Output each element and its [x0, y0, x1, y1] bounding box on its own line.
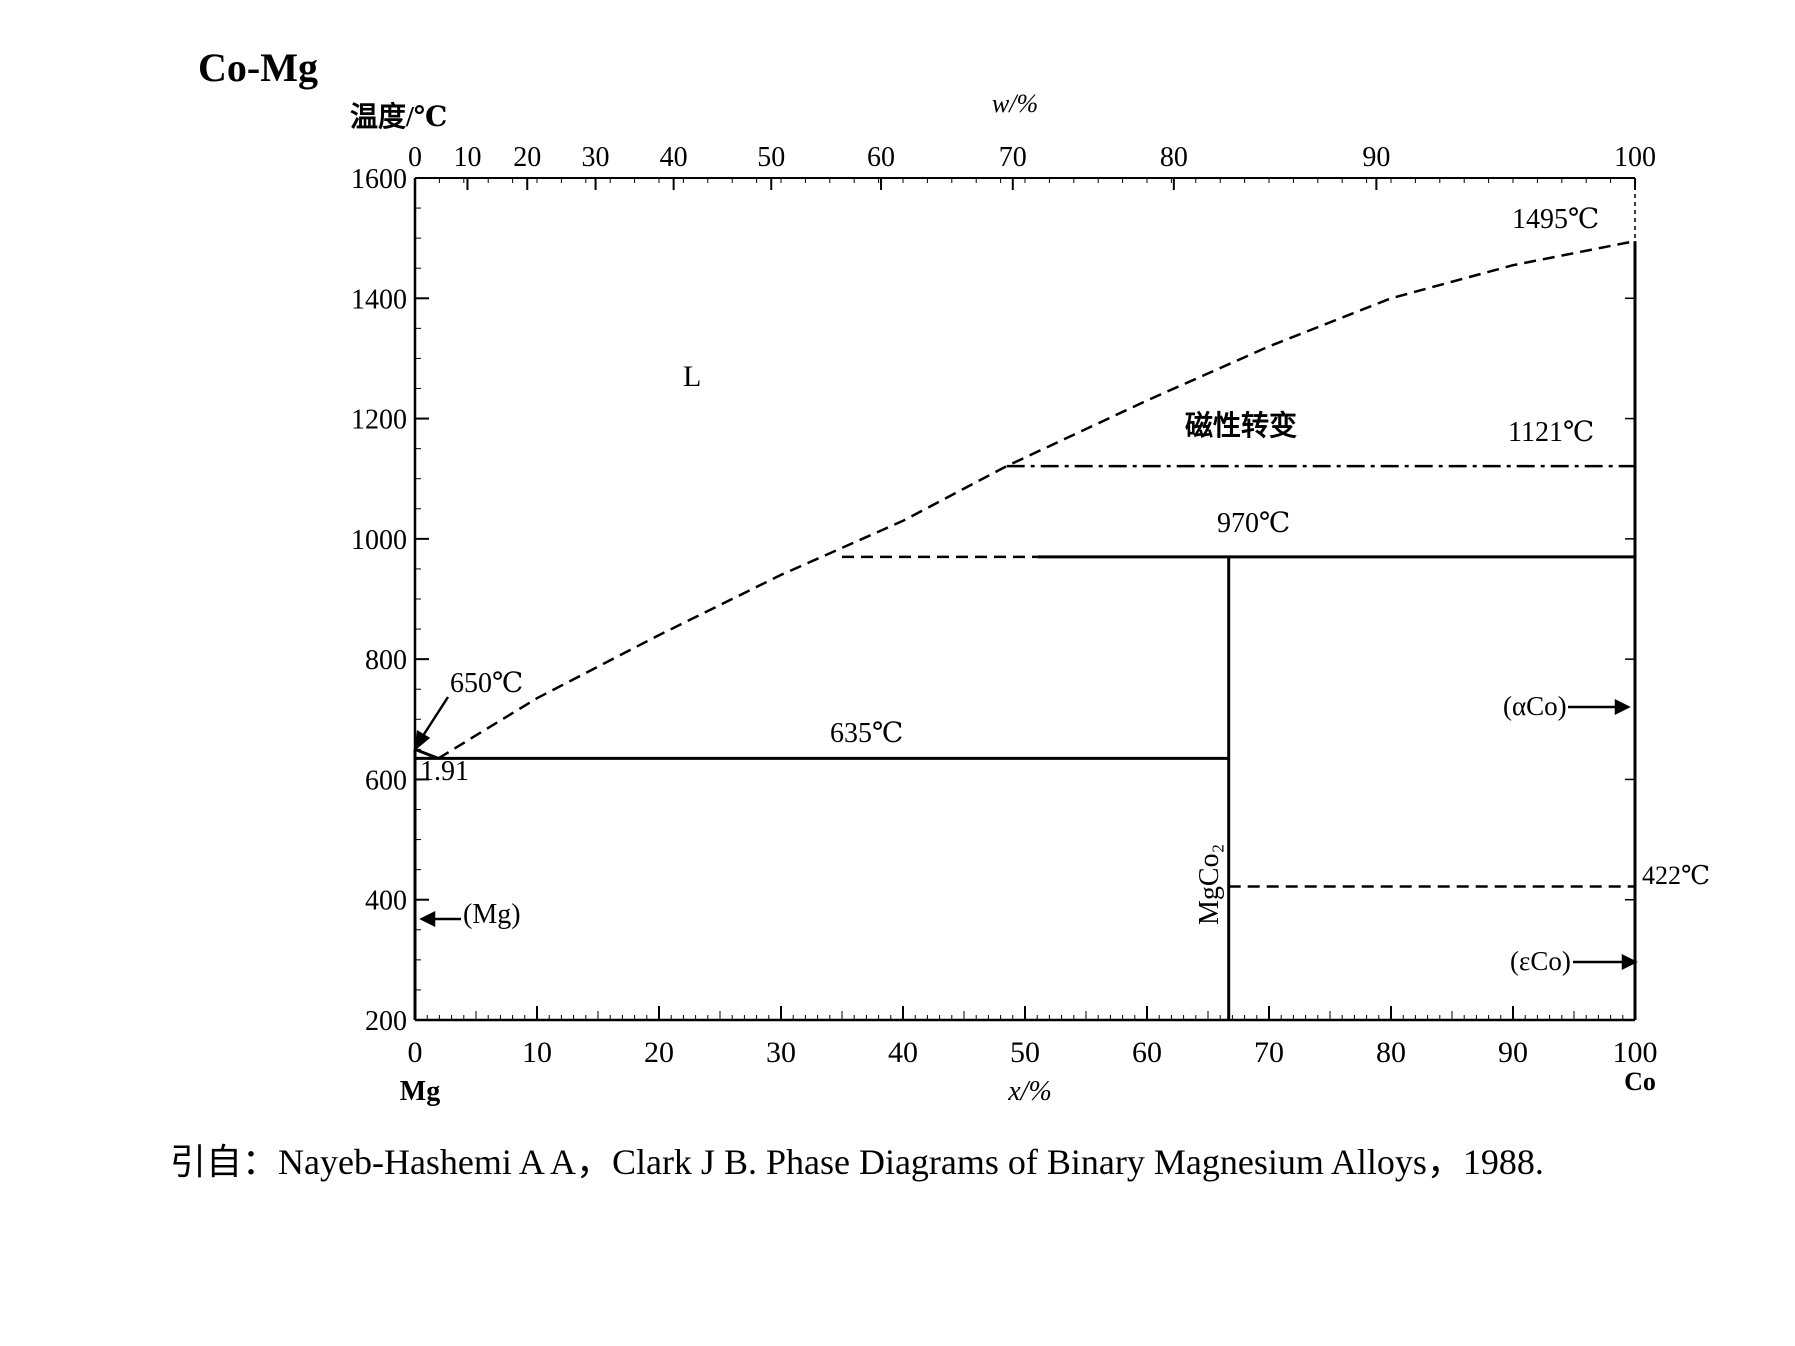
phase-line-liquidus [437, 239, 1636, 760]
mg-phase-label: (Mg) [463, 899, 521, 930]
epsilon-co-label: (εCo) [1510, 946, 1571, 976]
label-635: 635℃ [830, 718, 903, 749]
x-tick-label: 100 [1613, 1036, 1658, 1069]
x-tick-label: 20 [644, 1036, 674, 1069]
co-end-label: Co [1624, 1067, 1656, 1096]
top-tick-label: 100 [1614, 142, 1656, 173]
top-tick-label: 0 [408, 142, 422, 173]
x-tick-label: 40 [888, 1036, 918, 1069]
top-tick-label: 80 [1160, 142, 1188, 173]
top-axis-label: w/% [992, 89, 1038, 118]
x-tick-label: 10 [522, 1036, 552, 1069]
label-650: 650℃ [450, 668, 523, 699]
x-tick-label: 30 [766, 1036, 796, 1069]
x-tick-label: 0 [408, 1036, 423, 1069]
top-tick-label: 60 [867, 142, 895, 173]
y-tick-label: 1600 [351, 164, 407, 195]
x-axis-label: x/% [1007, 1076, 1052, 1107]
label-1495: 1495℃ [1512, 204, 1599, 235]
annotation-arrows [414, 696, 1638, 971]
y-tick-label: 400 [365, 886, 407, 917]
phase-lines [413, 239, 1637, 1020]
y-tick-label: 200 [365, 1006, 407, 1037]
y-tick-label: 1400 [351, 284, 407, 315]
label-1-91: 1.91 [420, 756, 469, 787]
y-tick-label: 800 [365, 645, 407, 676]
x-tick-label: 80 [1376, 1036, 1406, 1069]
top-tick-label: 40 [660, 142, 688, 173]
x-tick-label: 90 [1498, 1036, 1528, 1069]
plot-frame [413, 177, 1636, 1022]
label-1121: 1121℃ [1508, 417, 1594, 448]
top-tick-label: 70 [999, 142, 1027, 173]
y-tick-label: 1000 [351, 525, 407, 556]
arrowhead-alpha-co [1614, 698, 1631, 716]
magnetic-transition-label: 磁性转变 [1185, 409, 1297, 442]
system-title: Co-Mg [198, 45, 318, 90]
axis-ticks: 0 10 20 30 40 50 60 70 80 90 100200400600800100012… [351, 142, 1658, 1069]
mgco2-label: MgCo₂ [1194, 844, 1225, 925]
label-422: 422℃ [1642, 861, 1710, 890]
liquid-phase-label: L [683, 360, 701, 393]
arrowhead-epsilon-co [1621, 953, 1638, 971]
x-tick-label: 60 [1132, 1036, 1162, 1069]
citation: 引自：Nayeb-Hashemi A A，Clark J B. Phase Di… [170, 1142, 1544, 1182]
y-tick-label: 600 [365, 765, 407, 796]
top-tick-label: 90 [1362, 142, 1390, 173]
x-tick-label: 70 [1254, 1036, 1284, 1069]
top-tick-label: 20 [513, 142, 541, 173]
arrowhead-650 [414, 729, 431, 751]
label-970: 970℃ [1217, 508, 1290, 539]
mg-end-label: Mg [400, 1076, 440, 1107]
top-tick-label: 10 [453, 142, 481, 173]
y-tick-label: 1200 [351, 405, 407, 436]
alpha-co-label: (αCo) [1503, 691, 1567, 721]
y-axis-label: 温度/℃ [350, 101, 447, 133]
arrowhead-mg [419, 910, 436, 928]
top-tick-label: 50 [757, 142, 785, 173]
x-tick-label: 50 [1010, 1036, 1040, 1069]
top-tick-label: 30 [582, 142, 610, 173]
